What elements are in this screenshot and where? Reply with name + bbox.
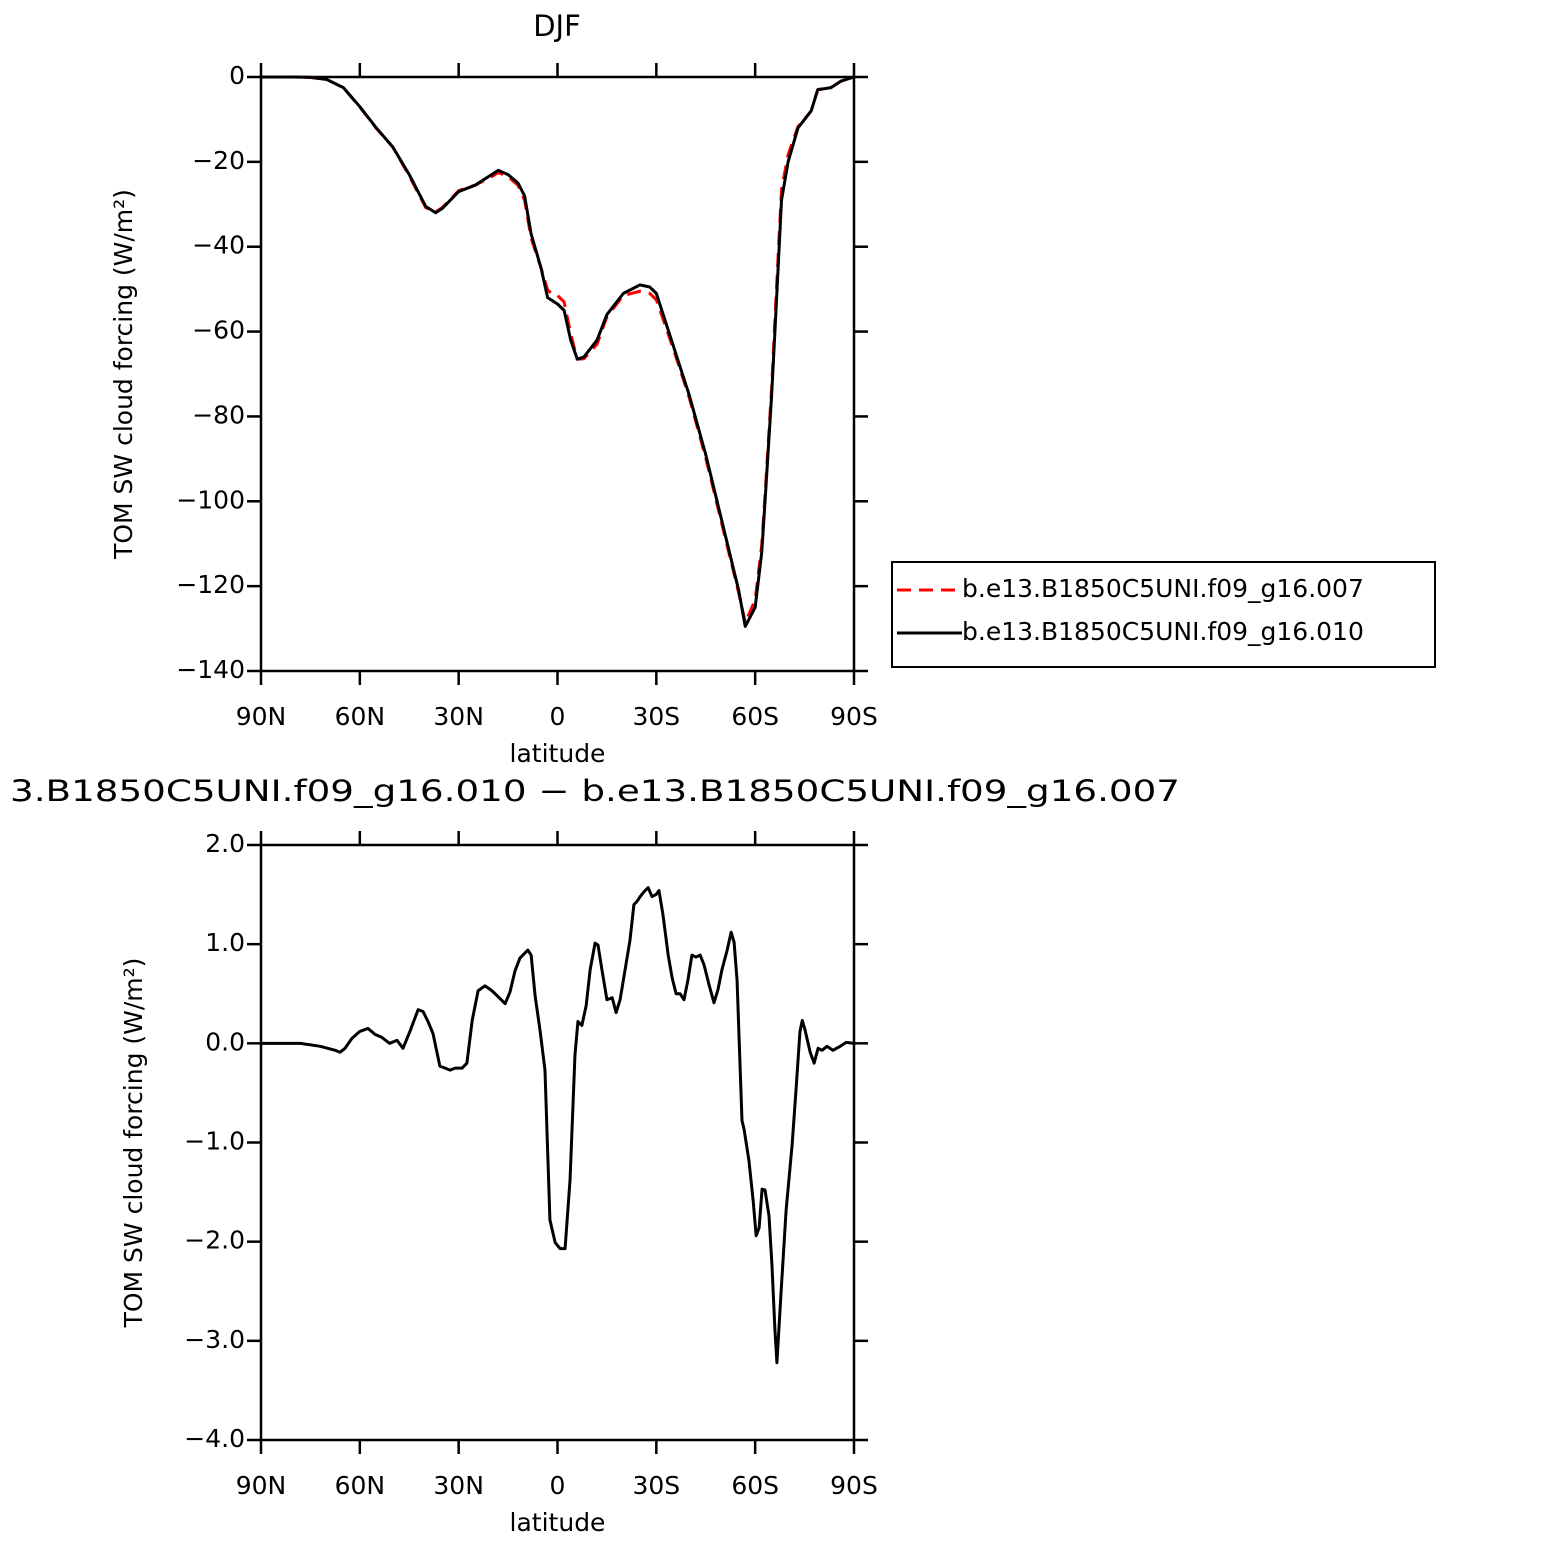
x-tick-label: 90S [830,1471,878,1500]
x-axis-label: latitude [510,739,606,768]
chart-title: 3.B1850C5UNI.f09_g16.010 − b.e13.B1850C5… [10,774,1180,808]
legend-box [891,561,1436,668]
x-tick-label: 90S [830,702,878,731]
y-tick-label: −40 [192,231,245,260]
y-tick-label: 1.0 [205,928,245,957]
x-tick-label: 30N [433,1471,484,1500]
y-tick-label: −20 [192,146,245,175]
x-tick-label: 60S [731,1471,779,1500]
y-tick-label: −2.0 [184,1226,245,1255]
plot-frame [259,75,856,673]
x-tick-label: 30S [632,1471,680,1500]
y-axis-label: TOM SW cloud forcing (W/m²) [109,189,138,560]
x-tick-label: 60S [731,702,779,731]
y-tick-label: 0 [229,61,245,90]
legend-label: b.e13.B1850C5UNI.f09_g16.010 [962,617,1364,646]
y-tick-label: −80 [192,400,245,429]
y-tick-label: −4.0 [184,1424,245,1453]
legend-label: b.e13.B1850C5UNI.f09_g16.007 [962,574,1364,603]
y-tick-label: −3.0 [184,1325,245,1354]
x-tick-label: 30N [433,702,484,731]
y-tick-label: −1.0 [184,1127,245,1156]
y-tick-label: −120 [176,570,245,599]
y-tick-label: −140 [176,655,245,684]
x-tick-label: 0 [550,1471,566,1500]
chart-title: DJF [533,9,581,43]
data-line [261,886,855,1365]
x-tick-label: 30S [632,702,680,731]
y-tick-label: −100 [176,485,245,514]
x-tick-label: 60N [335,1471,386,1500]
x-tick-label: 60N [335,702,386,731]
y-axis-label: TOM SW cloud forcing (W/m²) [119,958,148,1329]
x-tick-label: 90N [236,702,287,731]
data-line [261,75,855,625]
x-tick-label: 0 [550,702,566,731]
plot-frame [259,843,856,1442]
y-tick-label: 2.0 [205,829,245,858]
y-tick-label: −60 [192,316,245,345]
data-line [261,75,855,628]
x-axis-label: latitude [510,1508,606,1537]
y-tick-label: 0.0 [205,1027,245,1056]
x-tick-label: 90N [236,1471,287,1500]
